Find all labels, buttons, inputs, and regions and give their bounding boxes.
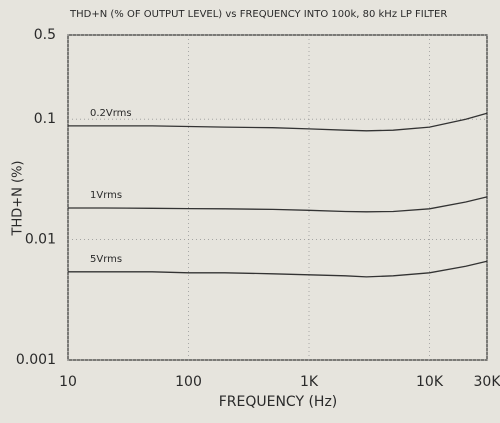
series-label: 5Vrms	[90, 254, 122, 265]
x-tick-label: 10K	[416, 374, 444, 390]
series-line	[68, 260, 488, 278]
series-line	[68, 196, 488, 213]
x-tick-label: 100	[175, 374, 202, 390]
x-tick-label: 30K	[474, 374, 500, 390]
y-tick-label: 0.01	[25, 232, 56, 248]
series-line	[68, 112, 488, 132]
x-axis-label: FREQUENCY (Hz)	[219, 394, 338, 410]
x-tick-label: 1K	[300, 374, 319, 390]
series-label: 0.2Vrms	[90, 108, 132, 119]
y-tick-label: 0.5	[34, 27, 56, 43]
y-tick-label: 0.1	[34, 111, 56, 127]
chart-title: THD+N (% OF OUTPUT LEVEL) vs FREQUENCY I…	[69, 9, 447, 20]
plot-frame	[67, 34, 488, 361]
y-axis-label: THD+N (%)	[11, 161, 26, 237]
y-tick-label: 0.001	[16, 352, 56, 368]
series-label: 1Vrms	[90, 190, 122, 201]
x-tick-label: 10	[59, 374, 77, 390]
